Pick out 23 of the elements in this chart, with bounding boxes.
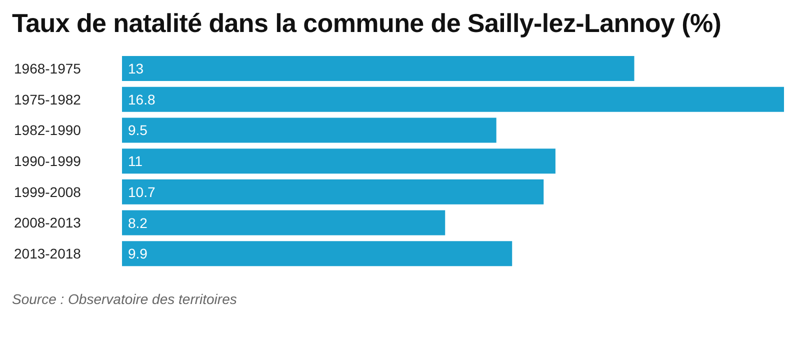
data-label: 10.7 bbox=[128, 184, 156, 200]
data-label: 16.8 bbox=[128, 91, 156, 108]
bar bbox=[122, 118, 496, 143]
source-note: Source : Observatoire des territoires bbox=[12, 291, 238, 307]
y-tick-label: 2008-2013 bbox=[14, 214, 82, 231]
bar bbox=[122, 179, 544, 204]
bar bbox=[122, 210, 446, 236]
data-label: 9.9 bbox=[128, 246, 148, 262]
bar bbox=[122, 86, 784, 112]
y-tick-label: 1975-1982 bbox=[14, 91, 82, 108]
y-tick-label: 1999-2008 bbox=[14, 184, 82, 200]
y-tick-label: 2013-2018 bbox=[14, 246, 82, 262]
data-label: 11 bbox=[128, 153, 143, 170]
data-label: 9.5 bbox=[128, 122, 148, 138]
y-tick-label: 1990-1999 bbox=[14, 153, 82, 169]
chart-title: Taux de natalité dans la commune de Sailly-lez-Lannoy (%) bbox=[12, 8, 722, 39]
bar bbox=[122, 241, 512, 266]
y-tick-label: 1982-1990 bbox=[14, 122, 82, 138]
data-label: 8.2 bbox=[128, 214, 148, 231]
bar bbox=[122, 56, 634, 81]
data-label: 13 bbox=[128, 60, 144, 76]
y-tick-label: 1968-1975 bbox=[14, 60, 82, 76]
bar bbox=[122, 148, 556, 174]
